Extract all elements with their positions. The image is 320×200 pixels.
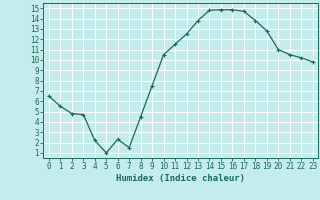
X-axis label: Humidex (Indice chaleur): Humidex (Indice chaleur) <box>116 174 245 183</box>
